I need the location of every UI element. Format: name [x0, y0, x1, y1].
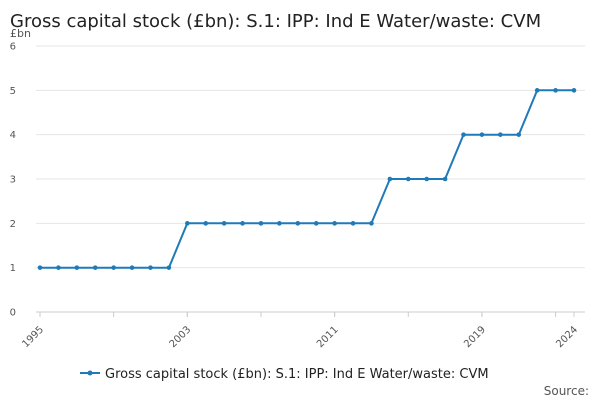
- data-point-2002[interactable]: [166, 265, 172, 270]
- data-point-2001[interactable]: [148, 265, 153, 270]
- y-tick-label: 1: [10, 263, 16, 274]
- data-point-1999[interactable]: [111, 265, 116, 270]
- data-point-2012[interactable]: [350, 221, 356, 226]
- data-point-2020[interactable]: [498, 132, 503, 137]
- data-point-2016[interactable]: [424, 176, 429, 182]
- x-tick-label: 2011: [315, 324, 341, 350]
- data-point-2024[interactable]: [571, 88, 577, 93]
- legend-swatch-marker: [87, 370, 93, 376]
- y-tick-label: 3: [10, 175, 16, 186]
- data-point-2013[interactable]: [369, 221, 374, 226]
- data-point-1998[interactable]: [92, 265, 98, 270]
- chart-title: Gross capital stock (£bn): S.1: IPP: Ind…: [10, 11, 541, 32]
- data-point-2000[interactable]: [129, 265, 135, 270]
- x-tick-label: 2003: [168, 324, 194, 350]
- x-tick-label: 2024: [554, 324, 580, 350]
- data-point-2003[interactable]: [185, 221, 190, 226]
- y-tick-label: 2: [10, 219, 16, 230]
- y-axis-unit-label: £bn: [10, 27, 31, 40]
- data-point-2019[interactable]: [479, 132, 485, 137]
- y-tick-label: 4: [10, 130, 16, 141]
- y-tick-label: 0: [10, 308, 16, 319]
- data-point-2006[interactable]: [240, 221, 245, 226]
- legend[interactable]: Gross capital stock (£bn): S.1: IPP: Ind…: [80, 367, 489, 382]
- data-point-1997[interactable]: [74, 265, 80, 270]
- data-point-2007[interactable]: [258, 221, 264, 226]
- data-point-2014[interactable]: [387, 176, 393, 182]
- y-axis-ticks: 0 1 2 3 4 5 6: [10, 42, 16, 319]
- x-tick-label: 2019: [462, 324, 488, 350]
- data-point-2015[interactable]: [405, 176, 411, 182]
- data-point-2008[interactable]: [277, 221, 282, 226]
- data-point-2023[interactable]: [553, 88, 558, 93]
- data-point-2022[interactable]: [534, 88, 540, 93]
- y-tick-label: 6: [10, 42, 16, 53]
- data-point-1995[interactable]: [37, 265, 43, 270]
- series-line: [40, 89, 574, 269]
- data-point-2010[interactable]: [313, 221, 319, 226]
- legend-label: Gross capital stock (£bn): S.1: IPP: Ind…: [105, 367, 489, 382]
- data-point-2011[interactable]: [332, 221, 337, 226]
- data-point-2005[interactable]: [221, 221, 227, 226]
- data-point-2009[interactable]: [295, 221, 301, 226]
- data-point-1996[interactable]: [56, 265, 61, 270]
- data-point-2021[interactable]: [516, 132, 522, 137]
- x-axis-ticks: 1995 2003 2011 2019 2024: [20, 312, 580, 350]
- gridlines: [36, 45, 585, 313]
- series-layer: [37, 88, 577, 270]
- data-point-2004[interactable]: [203, 221, 209, 226]
- source-label: Source:: [544, 384, 589, 398]
- data-point-2018[interactable]: [461, 132, 466, 137]
- y-tick-label: 5: [10, 86, 16, 97]
- x-tick-label: 1995: [20, 324, 46, 350]
- data-point-2017[interactable]: [442, 176, 448, 182]
